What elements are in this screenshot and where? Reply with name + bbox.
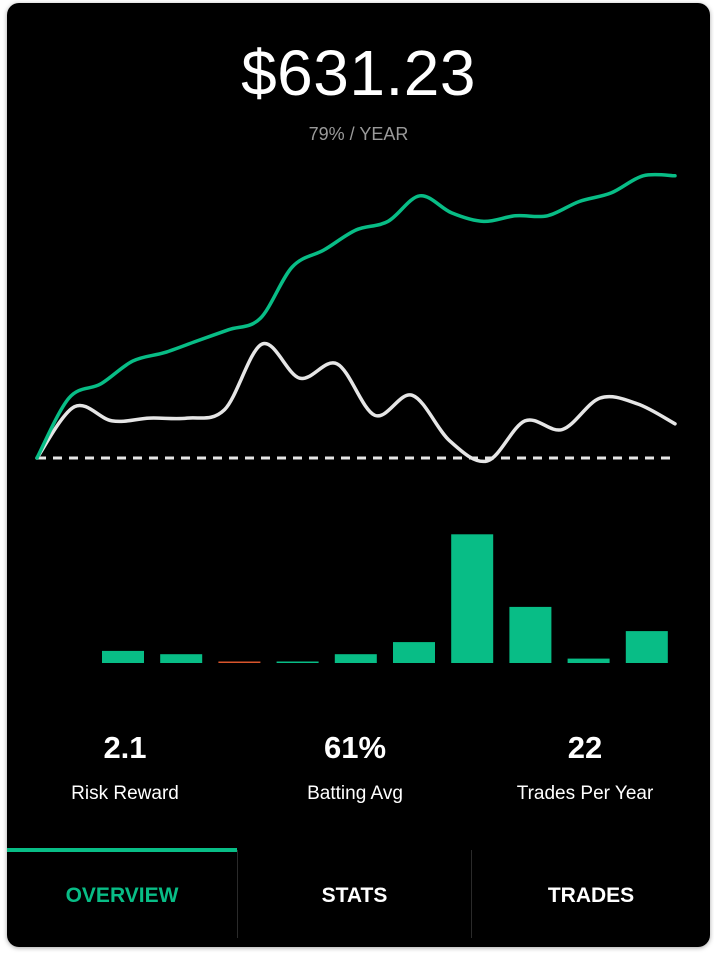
tab-overview[interactable]: OVERVIEW bbox=[7, 848, 237, 938]
stat-label: Risk Reward bbox=[71, 783, 179, 804]
stat-risk-reward: 2.1 Risk Reward bbox=[8, 728, 242, 806]
bar-1 bbox=[102, 650, 144, 663]
bar-7 bbox=[451, 534, 494, 663]
bar-10 bbox=[625, 631, 668, 663]
tab-divider bbox=[471, 850, 472, 938]
performance-chart bbox=[35, 172, 677, 663]
stat-trades-per-year: 22 Trades Per Year bbox=[468, 728, 702, 806]
portfolio-value: $631.23 bbox=[241, 37, 476, 109]
bar-3 bbox=[218, 661, 261, 663]
tab-label: TRADES bbox=[547, 884, 635, 907]
bar-8 bbox=[509, 606, 552, 663]
bar-4 bbox=[276, 661, 319, 663]
bar-9 bbox=[567, 658, 610, 663]
tab-divider bbox=[237, 850, 238, 938]
bar-2 bbox=[160, 654, 203, 663]
stat-value: 61% bbox=[323, 730, 387, 765]
tab-label: OVERVIEW bbox=[65, 884, 179, 907]
series-line-benchmark bbox=[35, 341, 677, 464]
stat-batting-avg: 61% Batting Avg bbox=[238, 728, 472, 806]
stat-label: Trades Per Year bbox=[516, 783, 654, 804]
performance-card: $631.23 79% / YEAR 2.1 Risk Reward 61% B… bbox=[7, 3, 710, 947]
bar-5 bbox=[334, 654, 377, 663]
tab-bar: OVERVIEW STATS TRADES bbox=[7, 848, 710, 947]
stat-value: 2.1 bbox=[103, 730, 147, 765]
series-line-strategy bbox=[35, 172, 677, 460]
annual-return-rate: 79% / YEAR bbox=[308, 124, 409, 144]
bar-6 bbox=[393, 642, 435, 663]
stat-value: 22 bbox=[567, 730, 603, 765]
tab-trades[interactable]: TRADES bbox=[472, 848, 710, 938]
tab-label: STATS bbox=[321, 884, 388, 907]
active-tab-indicator bbox=[7, 848, 237, 852]
stat-label: Batting Avg bbox=[307, 783, 403, 804]
tab-stats[interactable]: STATS bbox=[238, 848, 471, 938]
